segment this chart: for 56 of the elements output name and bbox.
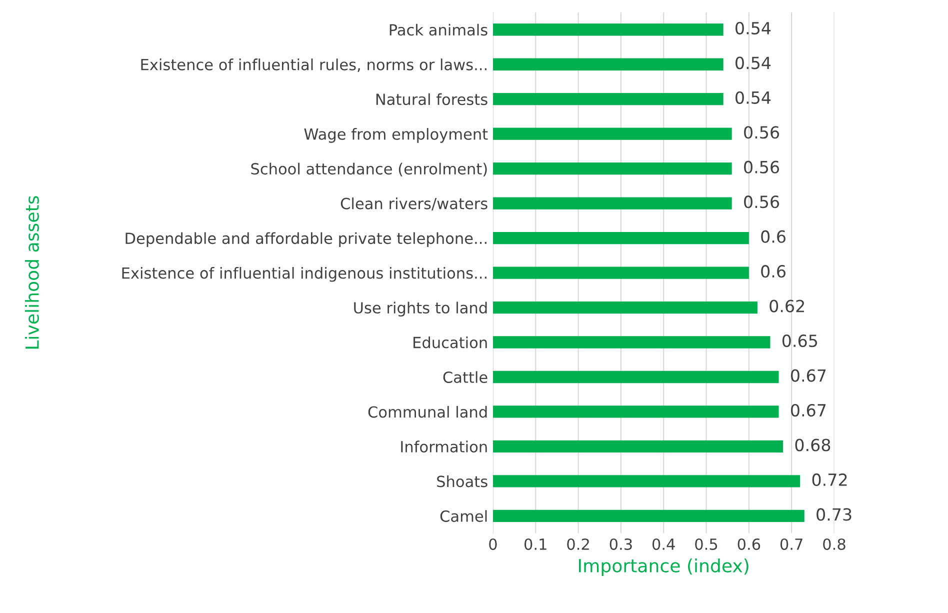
y-tick-label: Natural forests — [376, 93, 488, 106]
data-label: 0.54 — [736, 56, 771, 70]
data-label: 0.6 — [761, 230, 786, 243]
bar — [492, 440, 784, 453]
data-label: 0.62 — [770, 300, 804, 312]
y-tick-label: Education — [414, 336, 487, 348]
y-tick-label: Clean rivers/waters — [340, 198, 488, 211]
bar — [492, 406, 779, 418]
x-tick-label: 0.1 — [524, 538, 546, 550]
bar — [492, 93, 724, 106]
x-tick-label: 0.4 — [652, 538, 675, 550]
bar — [492, 370, 779, 384]
y-tick-label: Dependable and affordable private telephone... — [126, 232, 486, 248]
data-label: 0.6 — [761, 265, 786, 278]
data-label: 0.56 — [744, 126, 780, 139]
x-tick-label: 0.5 — [695, 538, 718, 550]
data-label: 0.72 — [812, 473, 847, 486]
x-tick-label: 0 — [489, 538, 497, 550]
bar — [492, 301, 758, 314]
data-label: 0.65 — [782, 334, 818, 348]
data-label: 0.67 — [790, 369, 826, 382]
data-label: 0.67 — [790, 404, 826, 417]
x-tick-label: 0.3 — [610, 538, 632, 550]
data-label: 0.68 — [795, 438, 830, 452]
x-tick-label: 0.2 — [567, 538, 589, 550]
bar — [492, 266, 749, 279]
x-tick-label: 0.8 — [823, 538, 846, 550]
bar — [492, 336, 770, 348]
data-label: 0.56 — [744, 196, 780, 208]
bar — [492, 162, 732, 175]
x-tick-label: 0.6 — [738, 538, 760, 550]
bar — [492, 232, 749, 244]
y-tick-label: Existence of influential indigenous institutions... — [122, 266, 486, 282]
bar — [492, 510, 804, 522]
y-tick-label: Shoats — [437, 475, 488, 488]
y-tick-label: Use rights to land — [354, 302, 487, 317]
y-tick-label: Wage from employment — [304, 128, 488, 143]
y-tick-label: Camel — [440, 510, 487, 522]
bar — [492, 128, 732, 140]
x-tick-label: 0.7 — [780, 538, 802, 550]
data-label: 0.54 — [736, 91, 771, 104]
data-label: 0.73 — [816, 508, 852, 521]
data-label: 0.54 — [736, 22, 771, 34]
bar — [492, 475, 800, 488]
y-tick-label: Cattle — [443, 371, 488, 384]
bar — [492, 24, 724, 36]
data-label: 0.56 — [744, 160, 780, 174]
x-axis-title: Importance (index) — [579, 558, 748, 576]
y-tick-label: Information — [401, 440, 487, 452]
y-tick-label: Pack animals — [390, 24, 488, 36]
y-axis-title: Livelihood assets — [24, 196, 39, 349]
y-tick-label: School attendance (enrolment) — [251, 162, 487, 176]
bar — [492, 58, 724, 70]
y-tick-label: Communal land — [368, 406, 487, 418]
bar — [492, 197, 732, 210]
y-tick-label: Existence of influential rules, norms or laws... — [141, 58, 486, 72]
